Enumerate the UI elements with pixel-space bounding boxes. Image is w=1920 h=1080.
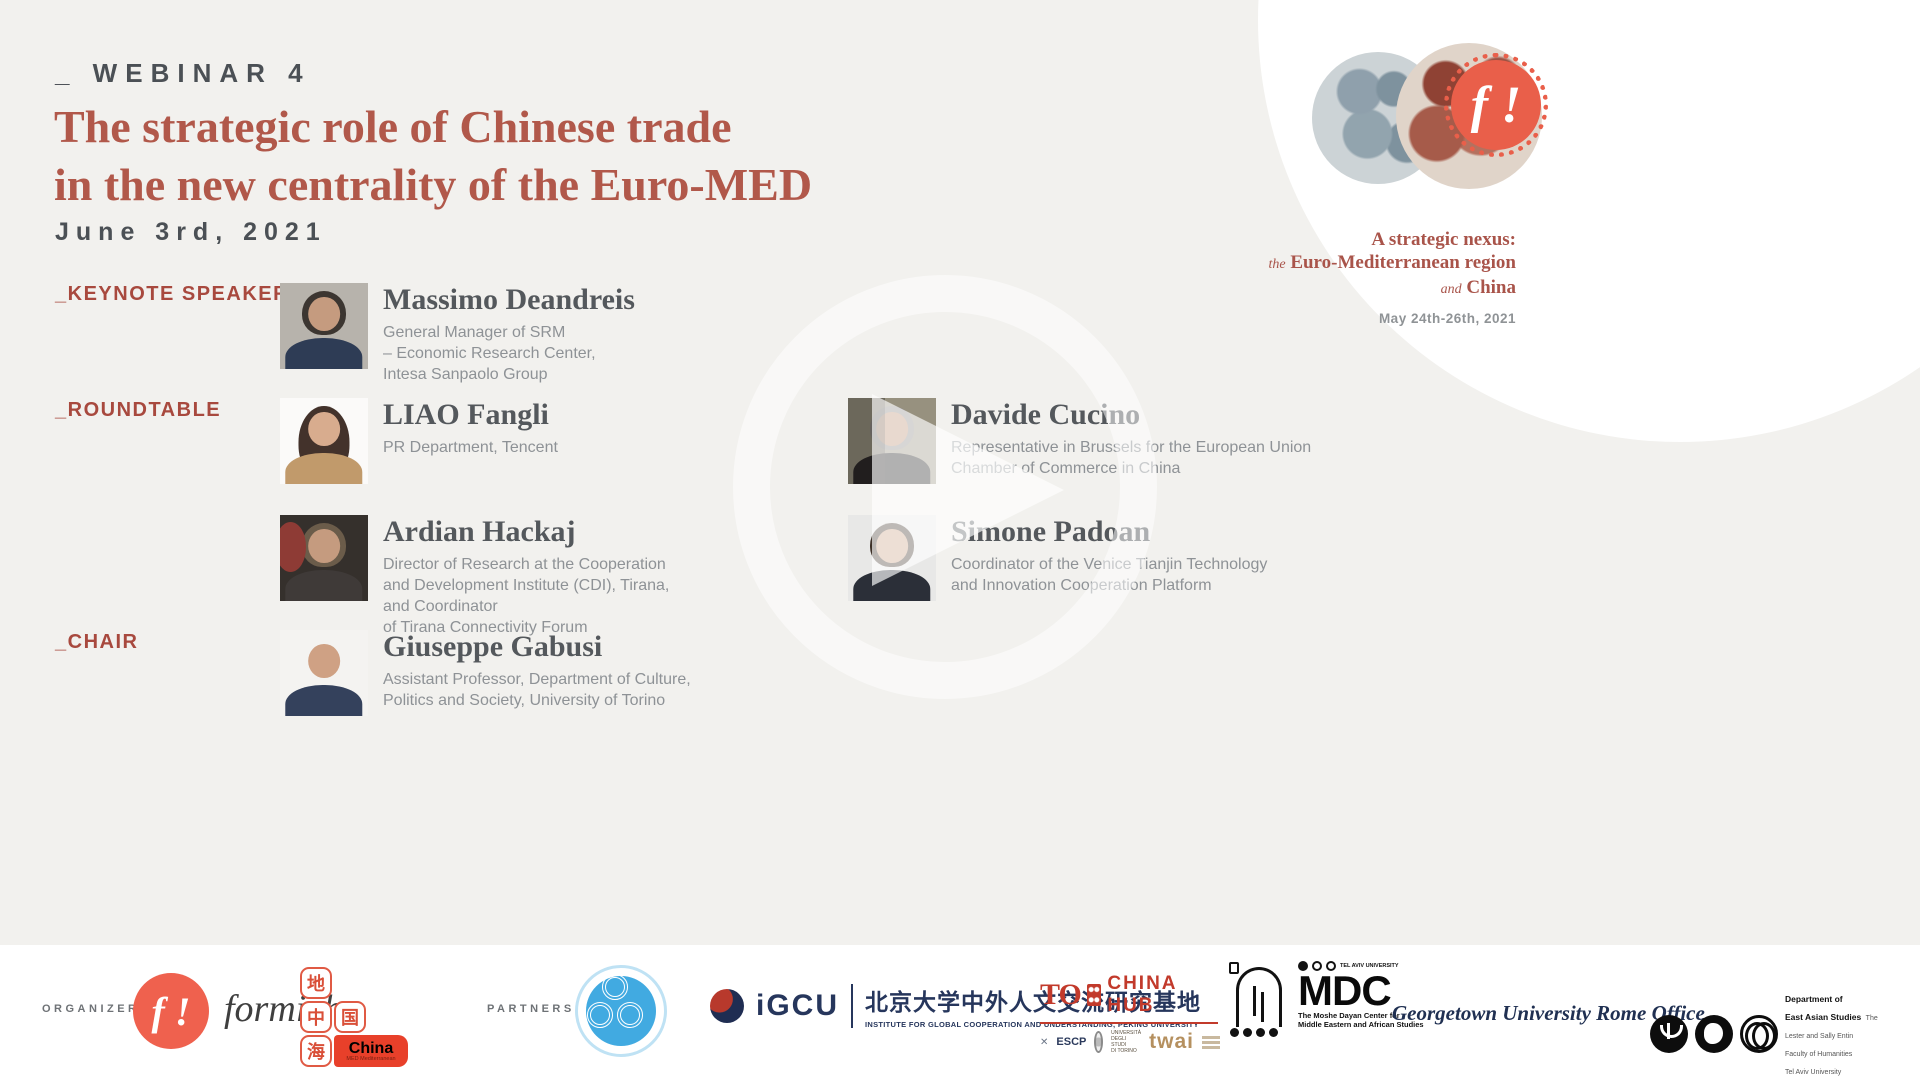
tau-emblem-icon xyxy=(1650,1015,1688,1053)
tau-blob-icon xyxy=(1695,1015,1733,1053)
speaker-bio: General Manager of SRM – Economic Resear… xyxy=(383,324,596,383)
formiche-mark: f ! xyxy=(1451,60,1541,150)
tochina-seal-icon xyxy=(1086,984,1102,1006)
igcu-chinese-name: 北京大学中外人文交流研究基地 xyxy=(865,989,1201,1015)
divider xyxy=(851,984,853,1028)
mediterranean-studies-seal-icon xyxy=(575,965,667,1057)
twai-caption-lines xyxy=(1202,1035,1220,1049)
event-date: June 3rd, 2021 xyxy=(55,218,327,246)
speaker-photo xyxy=(280,515,368,601)
organizers-label: ORGANIZERS xyxy=(42,1003,151,1015)
mdc-caption: The Moshe Dayan Center for Middle Easter… xyxy=(1298,1011,1424,1029)
igcu-logo: iGCU 北京大学中外人文交流研究基地 INSTITUTE FOR GLOBAL… xyxy=(710,983,1201,1029)
escp-wordmark: ESCP xyxy=(1056,1036,1087,1048)
speaker-name: LIAO Fangli xyxy=(383,398,549,431)
speaker-photo xyxy=(280,283,368,369)
chinamed-tile: 海 xyxy=(300,1035,332,1067)
mdc-university: TEL AVIV UNIVERSITY xyxy=(1340,963,1399,969)
speaker-photo xyxy=(280,398,368,484)
tau-department: Department of East Asian Studies xyxy=(1785,994,1862,1022)
twai-wordmark: twai xyxy=(1149,1030,1194,1053)
spiral-icon xyxy=(587,1002,613,1028)
speaker-name: Ardian Hackaj xyxy=(383,515,576,548)
formiche-seal-icon: f ! xyxy=(1444,53,1548,157)
speaker-bio: PR Department, Tencent xyxy=(383,439,558,456)
mdc-logo: TEL AVIV UNIVERSITY MDC The Moshe Dayan … xyxy=(1229,961,1424,1037)
speaker-name: Giuseppe Gabusi xyxy=(383,630,603,663)
speaker-card-liao: LIAO Fangli PR Department, Tencent xyxy=(280,398,558,484)
speaker-card-ardian: Ardian Hackaj Director of Research at th… xyxy=(280,515,669,638)
georgetown-wordmark: Georgetown University Rome Office xyxy=(1392,1001,1705,1025)
webinar-kicker: _ WEBINAR 4 xyxy=(55,58,311,88)
section-label-chair: _CHAIR xyxy=(55,631,139,653)
play-icon[interactable] xyxy=(872,394,1064,586)
tochina-hub-logo: TO CHINA HUB ✕ ESCP UNIVERSITÀ DEGLI STU… xyxy=(1040,973,1220,1054)
chinamed-tile: 中 xyxy=(300,1001,332,1033)
chinamed-badge: China MED Mediterranean xyxy=(334,1035,408,1067)
tagline-line-1: A strategic nexus: xyxy=(1371,229,1516,250)
tau-dot-icon xyxy=(1312,961,1322,971)
mdc-arch-icon xyxy=(1229,961,1288,1037)
partners-footer: ORGANIZERS f ! formiche 地 中 国 海 China ME… xyxy=(0,945,1920,1080)
igcu-globe-icon xyxy=(710,989,744,1023)
tagline-line-2: the Euro-Mediterranean region xyxy=(1268,252,1516,273)
spiral-icon xyxy=(617,1002,643,1028)
formiche-logo-icon: f ! xyxy=(133,973,209,1049)
escp-mark: ✕ xyxy=(1040,1036,1049,1048)
title-line-1: The strategic role of Chinese trade xyxy=(54,101,732,152)
tau-dot-icon xyxy=(1298,961,1308,971)
spiral-icon xyxy=(602,974,628,1000)
chinamed-tile: 国 xyxy=(334,1001,366,1033)
mdc-acronym: MDC xyxy=(1298,967,1392,1014)
event-dates: May 24th-26th, 2021 xyxy=(1378,311,1516,326)
chinamed-tile: 地 xyxy=(300,967,332,999)
tel-aviv-university-logo: Department of East Asian Studies The Les… xyxy=(1650,989,1895,1079)
tau-faculty: The Lester and Sally Entin Faculty of Hu… xyxy=(1785,1015,1878,1076)
speaker-photo xyxy=(280,630,368,716)
tau-knot-icon xyxy=(1740,1015,1778,1053)
event-tagline: A strategic nexus: the Euro-Mediterranea… xyxy=(1236,228,1516,326)
section-label-keynote: _KEYNOTE SPEAKER xyxy=(55,283,290,305)
igcu-caption: INSTITUTE FOR GLOBAL COOPERATION AND UND… xyxy=(865,1020,1199,1029)
tau-dot-icon xyxy=(1326,961,1336,971)
section-label-roundtable: _ROUNDTABLE xyxy=(55,399,222,421)
tochina-to-mark: TO xyxy=(1040,978,1082,1011)
page-title: The strategic role of Chinese trade in t… xyxy=(54,98,812,214)
speaker-card-massimo: Massimo Deandreis General Manager of SRM… xyxy=(280,283,635,385)
partners-label: PARTNERS xyxy=(487,1003,575,1015)
title-line-2: in the new centrality of the Euro-MED xyxy=(54,159,813,210)
speaker-bio: Assistant Professor, Department of Cultu… xyxy=(383,671,691,709)
divider xyxy=(1040,1022,1218,1024)
speaker-name: Massimo Deandreis xyxy=(383,283,635,316)
chinamed-logo: 地 中 国 海 China MED Mediterranean xyxy=(300,967,426,1067)
tagline-line-3: and China xyxy=(1440,277,1516,298)
speaker-card-giuseppe: Giuseppe Gabusi Assistant Professor, Dep… xyxy=(280,630,691,716)
unito-seal-icon xyxy=(1094,1031,1104,1053)
speaker-bio: Director of Research at the Cooperation … xyxy=(383,556,670,636)
unito-wordmark: UNIVERSITÀ DEGLI STUDI DI TORINO xyxy=(1111,1030,1142,1054)
igcu-acronym: iGCU xyxy=(756,989,839,1022)
tochina-name: CHINA HUB xyxy=(1107,973,1177,1016)
